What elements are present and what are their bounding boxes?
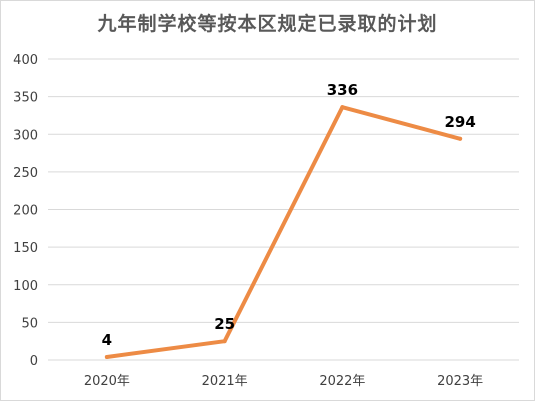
y-axis-ticks: 0 50 100 150 200 250 300 350 400 [13, 53, 38, 369]
x-tick-label: 2020年 [84, 374, 130, 389]
x-axis-ticks: 2020年 2021年 2022年 2023年 [84, 374, 483, 389]
data-point [458, 136, 463, 141]
y-tick-label: 100 [13, 279, 38, 294]
data-label: 336 [327, 81, 358, 99]
y-tick-label: 50 [21, 316, 38, 331]
chart-title: 九年制学校等按本区规定已录取的计划 [97, 13, 438, 35]
data-labels: 4 25 336 294 [102, 81, 476, 349]
series-layer [104, 105, 463, 359]
y-tick-label: 0 [30, 354, 38, 369]
data-point [222, 339, 227, 344]
series-line [104, 105, 463, 359]
x-tick-label: 2022年 [319, 374, 365, 389]
x-tick-label: 2023年 [437, 374, 483, 389]
data-point [340, 105, 345, 110]
data-label: 25 [214, 315, 235, 333]
data-point [104, 354, 109, 359]
y-tick-label: 200 [13, 204, 38, 219]
gridlines [48, 58, 519, 361]
y-tick-label: 400 [13, 53, 38, 68]
x-tick-label: 2021年 [202, 374, 248, 389]
y-tick-label: 250 [13, 166, 38, 181]
y-tick-label: 350 [13, 91, 38, 106]
y-tick-label: 300 [13, 128, 38, 143]
y-tick-label: 150 [13, 241, 38, 256]
data-label: 294 [444, 113, 475, 131]
data-label: 4 [102, 331, 112, 349]
